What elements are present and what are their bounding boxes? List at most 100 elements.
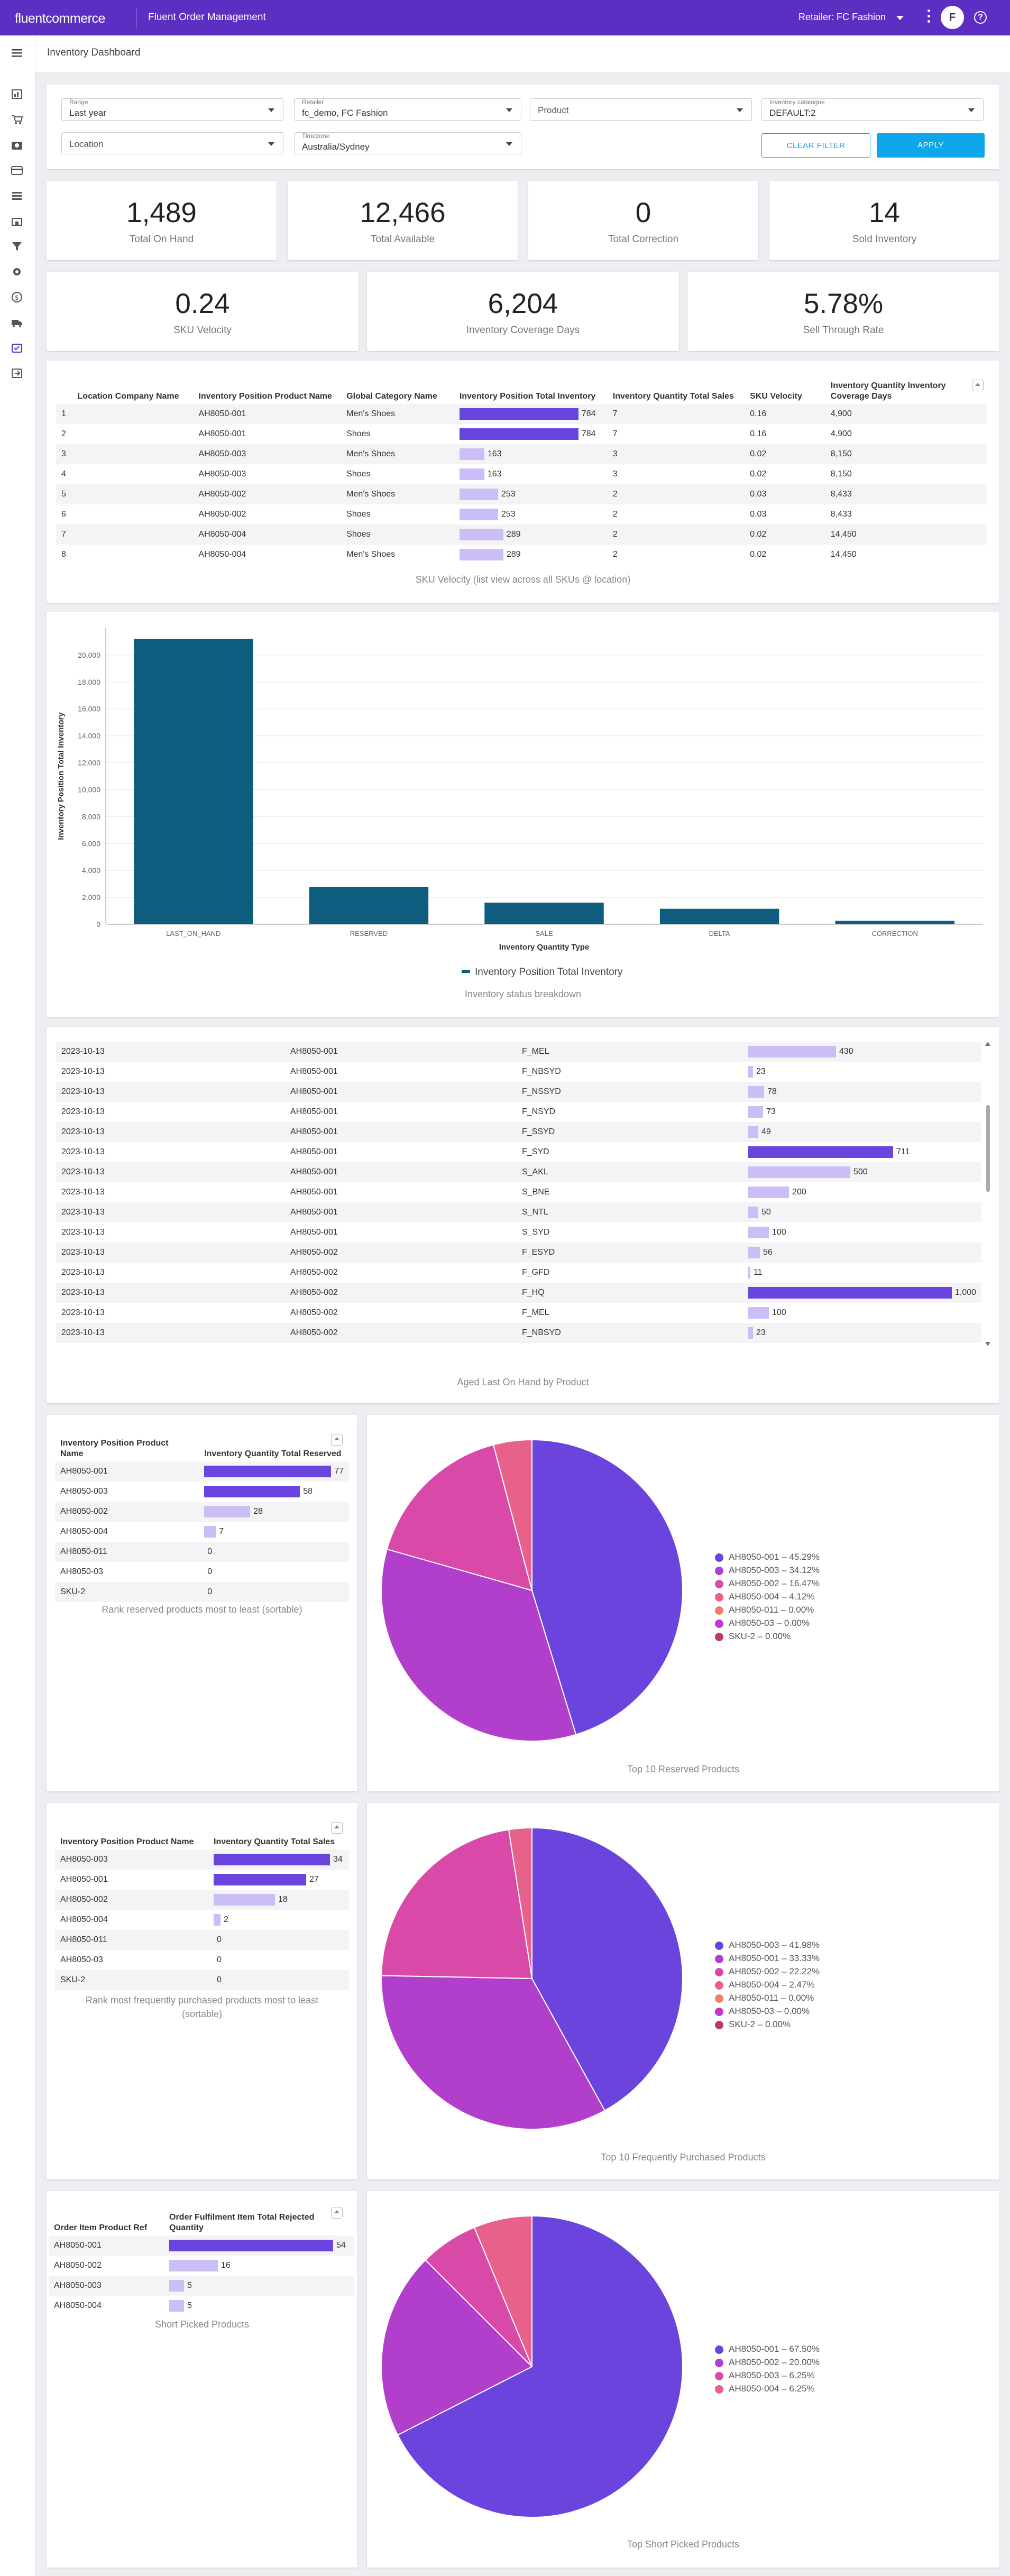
column-header[interactable]: Order Item Product Ref (54, 2223, 148, 2232)
column-header[interactable]: Inventory Position Total Inventory (459, 392, 596, 401)
table-row[interactable]: AH8050-002 18 (55, 1890, 349, 1910)
card-icon[interactable] (11, 164, 23, 176)
apply-button[interactable]: APPLY (877, 133, 985, 158)
pie-slice[interactable] (381, 2259, 533, 2436)
pie-slice[interactable] (492, 1439, 532, 1591)
column-header[interactable]: Inventory Position Product Name (198, 392, 332, 401)
help-icon[interactable]: ? (974, 11, 987, 24)
table-row[interactable]: 2023-10-13 AH8050-001 F_NSYD 73 (56, 1102, 981, 1122)
legend-item[interactable]: AH8050-003 – 6.25% (715, 2369, 820, 2382)
export-icon[interactable] (11, 367, 23, 379)
column-header[interactable]: Inventory Position Product Name (60, 1439, 169, 1458)
legend-item[interactable]: AH8050-002 – 20.00% (715, 2356, 820, 2369)
collapse-icon[interactable] (331, 2207, 343, 2219)
legend-item[interactable]: AH8050-002 – 16.47% (715, 1577, 820, 1590)
legend-item[interactable]: AH8050-011 – 0.00% (715, 1603, 820, 1616)
retailer-select[interactable]: Retailer fc_demo, FC Fashion (294, 98, 521, 121)
column-header[interactable]: Inventory Quantity Total Reserved (204, 1449, 342, 1458)
table-row[interactable]: AH8050-004 2 (55, 1910, 349, 1930)
table-row[interactable]: 1 AH8050-001 Men's Shoes 784 7 0.16 4,900 (56, 404, 987, 424)
column-header[interactable]: SKU Velocity (750, 392, 802, 401)
table-row[interactable]: AH8050-011 0 (55, 1542, 349, 1562)
table-row[interactable]: 2023-10-13 AH8050-001 S_SYD 100 (56, 1222, 981, 1243)
table-row[interactable]: 2023-10-13 AH8050-001 S_BNE 200 (56, 1182, 981, 1202)
table-row[interactable]: AH8050-001 54 (49, 2235, 354, 2256)
scroll-up-icon[interactable] (985, 1042, 990, 1046)
column-header[interactable]: Global Category Name (346, 392, 437, 401)
pie-slice[interactable] (381, 1829, 533, 1980)
funnel-icon[interactable] (11, 241, 23, 252)
bar[interactable] (484, 903, 604, 924)
table-row[interactable]: AH8050-003 58 (55, 1482, 349, 1502)
pie-slice[interactable] (531, 1439, 684, 1735)
hamburger-menu-icon[interactable] (11, 47, 23, 59)
legend-item[interactable]: AH8050-03 – 0.00% (715, 2004, 820, 2018)
table-row[interactable]: AH8050-03 0 (55, 1950, 349, 1970)
scrollbar[interactable] (984, 1042, 992, 1347)
legend-item[interactable]: AH8050-001 – 33.33% (715, 1952, 820, 1965)
store-icon[interactable] (11, 215, 23, 227)
collapse-icon[interactable] (331, 1434, 343, 1446)
table-row[interactable]: 2023-10-13 AH8050-001 F_NBSYD 23 (56, 1062, 981, 1082)
legend-item[interactable]: AH8050-003 – 41.98% (715, 1938, 820, 1952)
table-row[interactable]: 2023-10-13 AH8050-001 S_NTL 50 (56, 1202, 981, 1222)
table-row[interactable]: AH8050-001 77 (55, 1461, 349, 1482)
legend-item[interactable]: AH8050-004 – 6.25% (715, 2382, 820, 2395)
table-row[interactable]: 6 AH8050-002 Shoes 253 2 0.03 8,433 (56, 504, 987, 525)
collapse-icon[interactable] (972, 380, 984, 391)
legend-item[interactable]: SKU-2 – 0.00% (715, 1630, 820, 1643)
pie-slice[interactable] (531, 1827, 683, 2111)
table-row[interactable]: 8 AH8050-004 Men's Shoes 289 2 0.02 14,450 (56, 545, 987, 565)
bar[interactable] (309, 887, 429, 924)
bar[interactable] (659, 908, 779, 924)
column-header[interactable]: Inventory Position Product Name (60, 1837, 194, 1846)
column-header[interactable]: Inventory Quantity Total Sales (612, 392, 734, 401)
bar[interactable] (835, 921, 954, 924)
legend-item[interactable]: AH8050-004 – 4.12% (715, 1590, 820, 1603)
table-row[interactable]: AH8050-002 28 (55, 1502, 349, 1522)
column-header[interactable]: Order Fulfilment Item Total Rejected Qua… (169, 2213, 315, 2232)
table-row[interactable]: AH8050-004 7 (55, 1522, 349, 1542)
more-vert-icon[interactable] (928, 10, 931, 25)
timezone-select[interactable]: Timezone Australia/Sydney (294, 132, 521, 154)
column-header[interactable]: Inventory Quantity Inventory Coverage Da… (830, 381, 946, 401)
camera-icon[interactable] (11, 139, 23, 151)
dollar-icon[interactable]: $ (11, 291, 23, 303)
column-header[interactable]: Location Company Name (77, 392, 179, 401)
column-header[interactable]: Inventory Quantity Total Sales (214, 1837, 335, 1846)
collapse-icon[interactable] (331, 1822, 343, 1834)
chevron-down-icon[interactable] (896, 16, 904, 20)
table-row[interactable]: 2023-10-13 AH8050-002 F_ESYD 56 (56, 1243, 981, 1263)
table-row[interactable]: SKU-2 0 (55, 1582, 349, 1602)
table-row[interactable]: AH8050-004 5 (49, 2296, 354, 2316)
table-row[interactable]: 2023-10-13 AH8050-002 F_MEL 100 (56, 1303, 981, 1323)
table-row[interactable]: AH8050-011 0 (55, 1930, 349, 1950)
legend-item[interactable]: AH8050-004 – 2.47% (715, 1978, 820, 1991)
table-row[interactable]: 2023-10-13 AH8050-001 F_MEL 430 (56, 1042, 981, 1062)
table-row[interactable]: 2023-10-13 AH8050-002 F_NBSYD 23 (56, 1323, 981, 1343)
legend-item[interactable]: AH8050-03 – 0.00% (715, 1616, 820, 1630)
table-row[interactable]: 2023-10-13 AH8050-001 F_NSSYD 78 (56, 1082, 981, 1102)
table-row[interactable]: AH8050-001 27 (55, 1870, 349, 1890)
table-row[interactable]: 2023-10-13 AH8050-002 F_HQ 1,000 (56, 1283, 981, 1303)
gear-icon[interactable] (11, 266, 23, 278)
legend-item[interactable]: AH8050-003 – 34.12% (715, 1563, 820, 1577)
pie-slice[interactable] (386, 1444, 533, 1591)
product-select[interactable]: Product (530, 98, 752, 121)
table-row[interactable]: AH8050-002 16 (49, 2256, 354, 2276)
cart-icon[interactable] (11, 114, 23, 125)
table-row[interactable]: 2 AH8050-001 Shoes 784 7 0.16 4,900 (56, 424, 987, 444)
inventory-icon[interactable] (11, 342, 23, 354)
range-select[interactable]: Range Last year (61, 98, 283, 121)
legend-label[interactable]: Inventory Position Total Inventory (475, 967, 623, 978)
retailer-switcher[interactable]: Retailer: FC Fashion (798, 12, 886, 22)
table-row[interactable]: SKU-2 0 (55, 1970, 349, 1990)
pie-slice[interactable] (381, 1548, 577, 1742)
legend-item[interactable]: AH8050-001 – 67.50% (715, 2342, 820, 2356)
truck-icon[interactable] (11, 317, 23, 328)
pie-slice[interactable] (397, 2215, 683, 2518)
scroll-down-icon[interactable] (985, 1342, 990, 1346)
location-select[interactable]: Location (61, 132, 283, 154)
dashboard-icon[interactable] (11, 88, 23, 100)
table-row[interactable]: AH8050-003 5 (49, 2276, 354, 2296)
